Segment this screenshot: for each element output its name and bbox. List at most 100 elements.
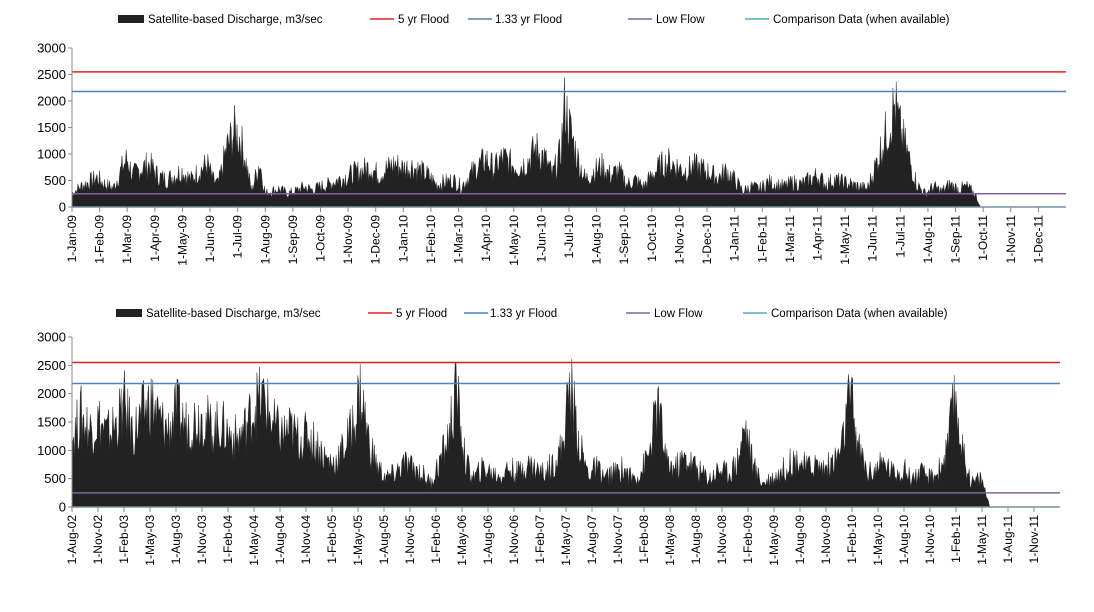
x-tick-label: 1-Mar-11	[783, 215, 797, 263]
x-tick-label: 1-Aug-10	[897, 515, 911, 565]
x-tick-label: 1-Feb-10	[845, 515, 859, 564]
x-tick-label: 1-Aug-05	[377, 515, 391, 565]
y-tick-label: 3000	[37, 330, 66, 345]
x-tick-label: 1-Feb-09	[741, 515, 755, 564]
x-tick-label: 1-Jul-09	[231, 215, 245, 259]
x-tick-label: 1-Feb-08	[637, 515, 651, 564]
discharge-area	[71, 77, 981, 208]
legend-label: Low Flow	[656, 14, 705, 26]
x-tick-label: 1-May-07	[559, 515, 573, 566]
x-tick-label: 1-Feb-05	[325, 515, 339, 564]
x-tick-label: 1-Nov-10	[923, 515, 937, 565]
x-tick-label: 1-Feb-11	[755, 215, 769, 263]
x-tick-label: 1-Apr-10	[479, 215, 493, 262]
x-tick-label: 1-Feb-06	[429, 515, 443, 564]
x-tick-label: 1-Aug-02	[65, 515, 79, 565]
x-tick-label: 1-Oct-10	[645, 215, 659, 262]
x-tick-label: 1-Aug-09	[793, 515, 807, 565]
y-tick-label: 3000	[37, 41, 66, 56]
x-tick-label: 1-Jan-10	[396, 215, 410, 263]
y-tick-label: 2500	[37, 358, 66, 373]
y-tick-label: 0	[59, 500, 66, 515]
x-tick-label: 1-May-04	[247, 515, 261, 566]
chart-panel-1: Satellite-based Discharge, m3/sec 5 yr Fl…	[37, 14, 1066, 266]
x-tick-label: 1-Aug-11	[921, 215, 935, 264]
x-tick-label: 1-Dec-10	[700, 215, 714, 265]
legend-label: 1.33 yr Flood	[490, 308, 557, 320]
x-tick-label: 1-Jun-10	[534, 215, 548, 263]
x-tick-label: 1-Aug-04	[273, 515, 287, 565]
legend-label: 1.33 yr Flood	[495, 14, 562, 26]
x-tick-label: 1-Nov-11	[1004, 215, 1018, 264]
legend-label: 5 yr Flood	[396, 308, 447, 320]
x-tick-label: 1-Feb-04	[221, 515, 235, 564]
x-tick-label: 1-May-10	[507, 215, 521, 266]
x-tick-label: 1-Aug-07	[585, 515, 599, 565]
legend-swatch-discharge	[118, 15, 144, 23]
x-tick-label: 1-May-05	[351, 515, 365, 566]
x-tick-label: 1-Aug-11	[1001, 515, 1015, 564]
x-tick-label: 1-Nov-02	[91, 515, 105, 565]
x-tick-label: 1-Apr-11	[811, 215, 825, 261]
x-tick-label: 1-Sep-09	[286, 215, 300, 265]
x-tick-label: 1-Nov-09	[341, 215, 355, 265]
x-tick-label: 1-Jun-09	[203, 215, 217, 263]
y-tick-label: 2000	[37, 386, 66, 401]
y-tick-label: 500	[44, 471, 66, 486]
x-tick-label: 1-Dec-11	[1031, 215, 1045, 264]
y-tick-label: 1500	[37, 415, 66, 430]
x-tick-label: 1-Jun-11	[866, 215, 880, 262]
x-tick-label: 1-May-09	[175, 215, 189, 266]
x-tick-label: 1-Jul-11	[893, 215, 907, 258]
x-tick-label: 1-May-11	[975, 515, 989, 565]
x-tick-label: 1-Dec-09	[369, 215, 383, 265]
x-tick-label: 1-Nov-04	[299, 515, 313, 565]
x-tick-label: 1-Jul-10	[562, 215, 576, 259]
x-tick-label: 1-Mar-10	[452, 215, 466, 264]
x-tick-label: 1-May-08	[663, 515, 677, 566]
x-tick-label: 1-May-03	[143, 515, 157, 566]
y-tick-label: 1500	[37, 120, 66, 135]
x-tick-label: 1-Nov-09	[819, 515, 833, 565]
x-tick-label: 1-Nov-05	[403, 515, 417, 565]
y-tick-label: 0	[59, 200, 66, 215]
x-tick-label: 1-Oct-11	[976, 215, 990, 261]
x-tick-label: 1-Nov-11	[1027, 515, 1041, 564]
x-tick-label: 1-Feb-09	[93, 215, 107, 264]
x-tick-label: 1-Jan-11	[728, 215, 742, 262]
legend-swatch-discharge	[116, 309, 142, 317]
discharge-area	[71, 358, 991, 508]
x-tick-label: 1-Feb-10	[424, 215, 438, 264]
x-tick-label: 1-May-09	[767, 515, 781, 566]
x-tick-label: 1-Oct-09	[314, 215, 328, 262]
x-tick-label: 1-Nov-03	[195, 515, 209, 565]
x-tick-label: 1-May-06	[455, 515, 469, 566]
x-tick-label: 1-Apr-09	[148, 215, 162, 262]
chart-panel-2: Satellite-based Discharge, m3/sec 5 yr Fl…	[37, 308, 1060, 566]
x-tick-label: 1-Jan-09	[65, 215, 79, 263]
x-tick-label: 1-Mar-09	[120, 215, 134, 264]
x-tick-label: 1-Sep-10	[617, 215, 631, 265]
x-tick-label: 1-Feb-07	[533, 515, 547, 564]
y-tick-label: 1000	[37, 147, 66, 162]
y-tick-label: 2000	[37, 94, 66, 109]
y-tick-label: 1000	[37, 443, 66, 458]
x-tick-label: 1-Nov-06	[507, 515, 521, 565]
x-tick-label: 1-May-11	[838, 215, 852, 265]
x-tick-label: 1-Nov-08	[715, 515, 729, 565]
legend-label: Satellite-based Discharge, m3/sec	[146, 308, 321, 320]
x-tick-label: 1-Aug-03	[169, 515, 183, 565]
x-tick-label: 1-May-10	[871, 515, 885, 566]
legend-label: 5 yr Flood	[398, 14, 449, 26]
x-tick-label: 1-Sep-11	[949, 215, 963, 264]
x-tick-label: 1-Feb-03	[117, 515, 131, 564]
y-tick-label: 500	[44, 173, 66, 188]
x-tick-label: 1-Aug-10	[590, 215, 604, 265]
x-tick-label: 1-Nov-07	[611, 515, 625, 565]
x-tick-label: 1-Aug-08	[689, 515, 703, 565]
x-tick-label: 1-Aug-06	[481, 515, 495, 565]
y-tick-label: 2500	[37, 67, 66, 82]
legend-label: Satellite-based Discharge, m3/sec	[148, 14, 323, 26]
